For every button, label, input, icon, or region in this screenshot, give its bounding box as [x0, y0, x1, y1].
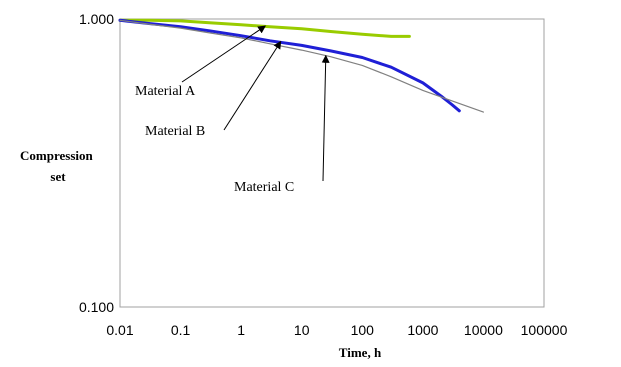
annotation-material-a-arrow	[181, 25, 267, 83]
plot-area	[119, 18, 545, 308]
annotation-material-c-arrow	[321, 54, 330, 182]
y-axis-title-line-1: Compression	[20, 148, 93, 163]
annotation-material-c-label: Material C	[234, 180, 294, 195]
y-axis-title: Compression set	[20, 148, 96, 184]
series-material-a-line	[118, 18, 411, 38]
series-layer	[118, 18, 484, 113]
plot-frame	[119, 18, 545, 308]
x-tick-label: 1000	[407, 322, 438, 338]
x-tick-label: 100	[351, 322, 375, 338]
x-tick-label: 100000	[521, 322, 568, 338]
annotation-material-a-label: Material A	[135, 84, 196, 99]
y-axis-title-line-2: set	[50, 169, 66, 184]
series-material-c-line	[119, 19, 484, 113]
y-tick-label: 1.000	[79, 11, 114, 27]
x-tick-labels: 0.01 0.1 1 10 100 1000 10000 100000	[106, 322, 567, 338]
x-tick-label: 0.01	[106, 322, 133, 338]
x-tick-label: 10000	[464, 322, 503, 338]
x-axis-title: Time, h	[339, 345, 382, 360]
x-tick-label: 10	[294, 322, 310, 338]
x-tick-label: 0.1	[171, 322, 191, 338]
x-tick-label: 1	[237, 322, 245, 338]
y-tick-labels: 1.000 0.100	[79, 11, 114, 315]
annotation-material-b-arrow	[223, 40, 282, 131]
series-material-b-line	[118, 18, 461, 113]
y-tick-label: 0.100	[79, 299, 114, 315]
annotation-material-b-label: Material B	[145, 124, 205, 139]
annotation-layer: Material A Material B Material C	[135, 25, 330, 195]
